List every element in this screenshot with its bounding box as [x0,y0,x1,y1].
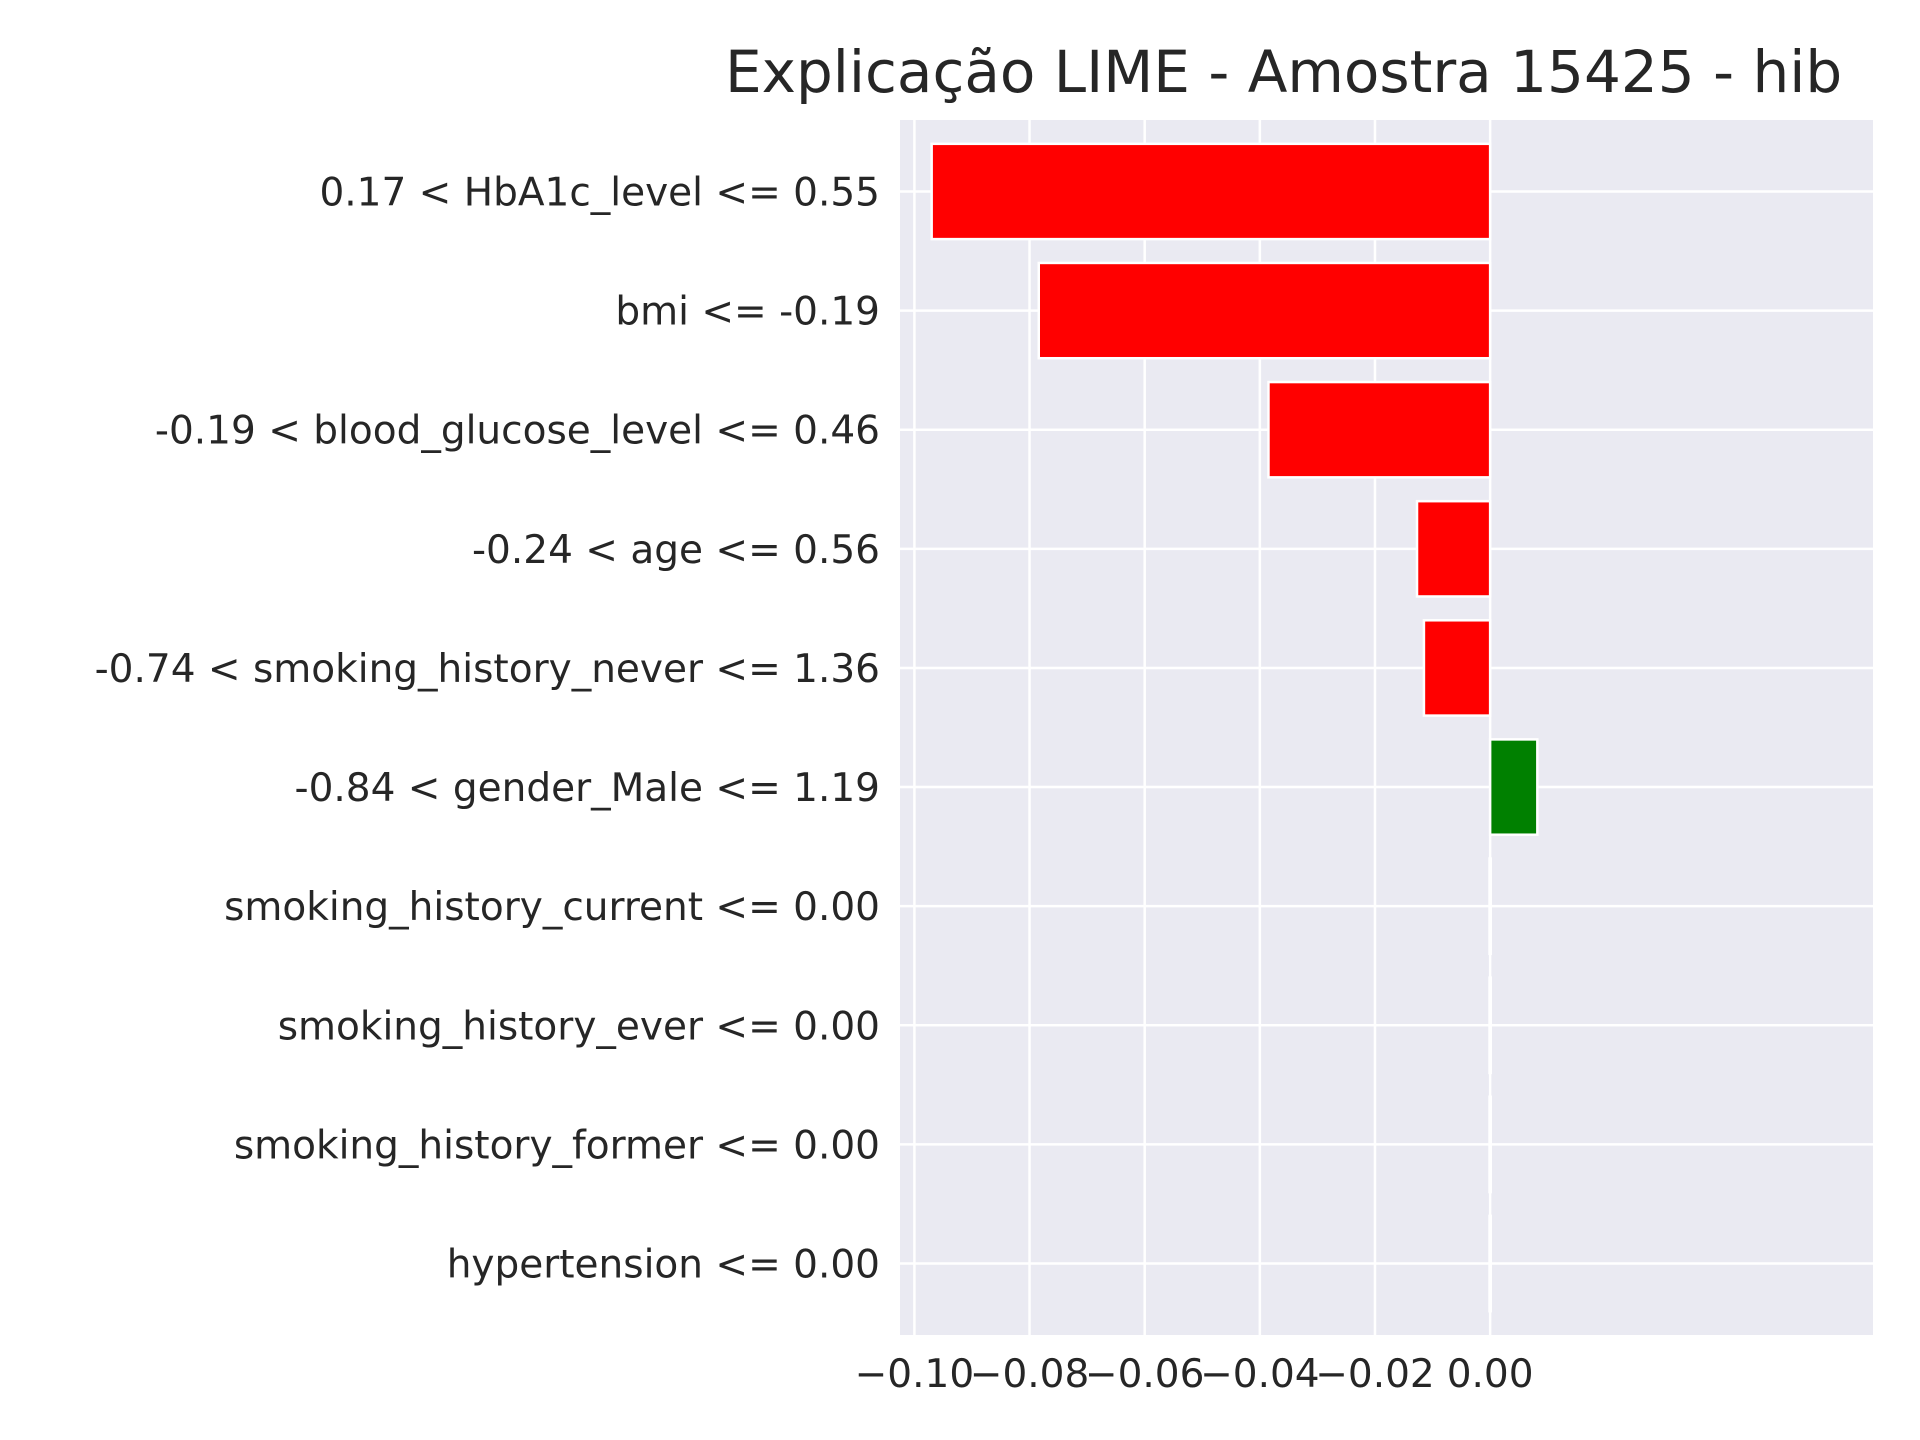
y-axis-categories: 0.17 < HbA1c_level <= 0.55 bmi <= -0.19 -0… [95,170,880,1287]
category-label-6: smoking_history_current <= 0.00 [224,885,880,930]
category-label-1: bmi <= -0.19 [615,290,880,335]
category-label-0: 0.17 < HbA1c_level <= 0.55 [319,170,880,215]
bar-9 [1488,1214,1492,1313]
x-tick-label-1: −0.08 [970,1352,1090,1397]
bar-1 [1037,261,1492,360]
bar-6 [1488,857,1492,956]
x-tick-label-3: −0.04 [1200,1352,1320,1397]
category-label-3: -0.24 < age <= 0.56 [472,528,880,573]
category-label-9: hypertension <= 0.00 [447,1243,880,1288]
bar-4 [1422,619,1492,717]
x-tick-label-2: −0.06 [1085,1352,1205,1397]
category-label-7: smoking_history_ever <= 0.00 [278,1004,880,1049]
category-label-4: -0.74 < smoking_history_never <= 1.36 [95,647,880,692]
bar-2 [1267,380,1492,479]
bar-8 [1488,1095,1492,1194]
bar-3 [1415,499,1492,598]
category-label-5: -0.84 < gender_Male <= 1.19 [295,766,881,811]
x-axis-ticks: −0.10−0.08−0.06−0.04−0.02 0.00 [855,1352,1534,1397]
category-label-8: smoking_history_former <= 0.00 [234,1123,880,1168]
x-tick-label-0: −0.10 [855,1352,975,1397]
category-label-2: -0.19 < blood_glucose_level <= 0.46 [155,409,880,454]
bar-5 [1488,738,1539,836]
bar-0 [930,142,1492,241]
bars [930,142,1539,1313]
bar-7 [1488,976,1492,1075]
x-tick-label-5: 0.00 [1447,1352,1534,1397]
x-tick-label-4: −0.02 [1315,1352,1435,1397]
chart-title: Explicação LIME - Amostra 15425 - hib [725,38,1842,106]
